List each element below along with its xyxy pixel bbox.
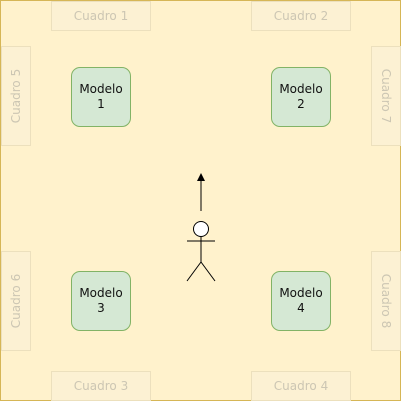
frame-cuadro-8: Cuadro 8 bbox=[371, 251, 401, 351]
frame-cuadro-5: Cuadro 5 bbox=[1, 46, 31, 146]
model-2-node[interactable]: Modelo 2 bbox=[271, 67, 331, 127]
model-label: Modelo 1 bbox=[79, 82, 123, 111]
model-4-node[interactable]: Modelo 4 bbox=[271, 271, 331, 331]
person-icon bbox=[186, 221, 216, 282]
frame-cuadro-2: Cuadro 2 bbox=[251, 1, 351, 31]
frame-cuadro-3: Cuadro 3 bbox=[51, 371, 151, 401]
frame-label: Cuadro 1 bbox=[73, 9, 129, 23]
frame-cuadro-6: Cuadro 6 bbox=[1, 251, 31, 351]
model-label: Modelo 4 bbox=[279, 286, 323, 315]
model-1-node[interactable]: Modelo 1 bbox=[71, 67, 131, 127]
frame-cuadro-1: Cuadro 1 bbox=[51, 1, 151, 31]
frame-label: Cuadro 4 bbox=[273, 379, 329, 393]
model-label: Modelo 3 bbox=[79, 286, 123, 315]
frame-cuadro-7: Cuadro 7 bbox=[371, 46, 401, 146]
frame-label: Cuadro 3 bbox=[73, 379, 129, 393]
model-label: Modelo 2 bbox=[279, 82, 323, 111]
model-3-node[interactable]: Modelo 3 bbox=[71, 271, 131, 331]
frame-label: Cuadro 2 bbox=[273, 9, 329, 23]
